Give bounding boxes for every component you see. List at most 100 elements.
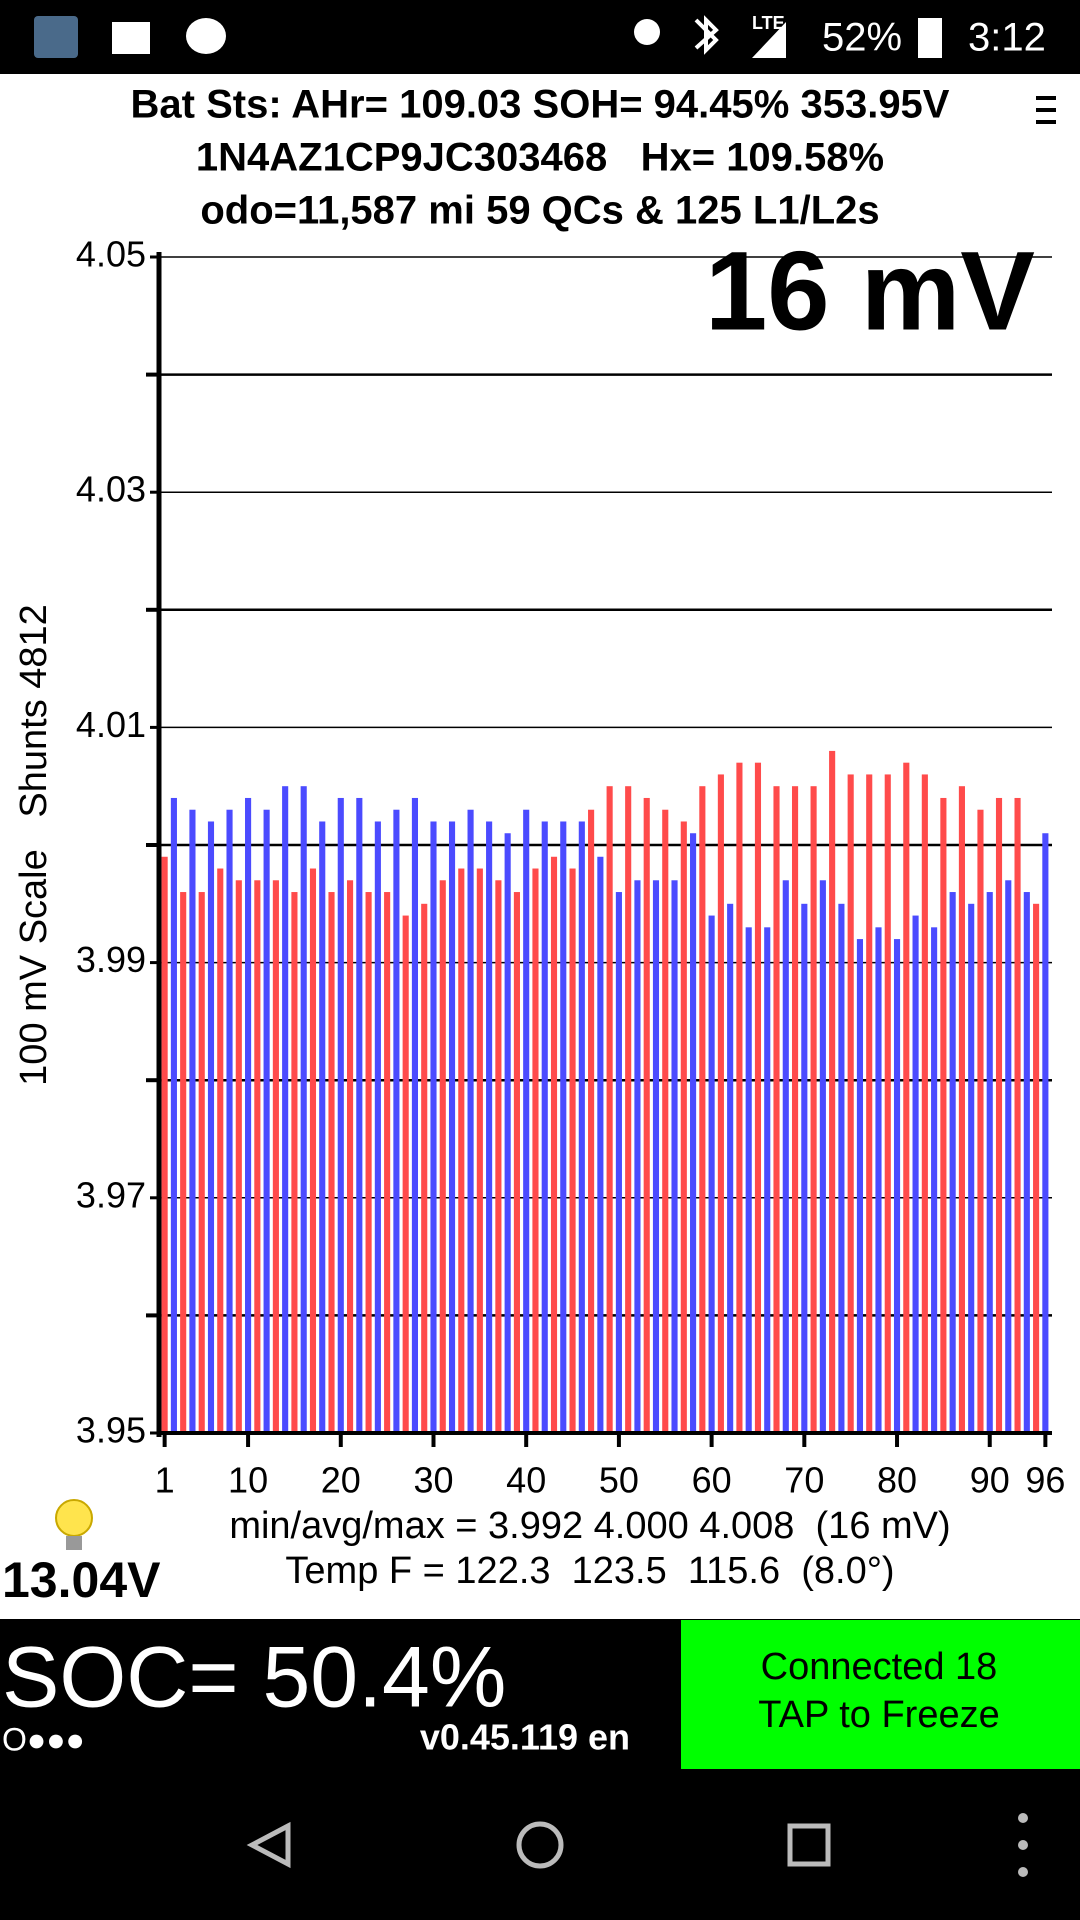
bulb-base: [66, 1536, 82, 1550]
bluetooth-icon: [694, 15, 719, 55]
bar: [337, 797, 344, 1433]
bar: [690, 833, 697, 1433]
bar: [402, 915, 409, 1433]
bar: [754, 762, 762, 1433]
x-tick-label: 1: [155, 1460, 175, 1501]
bar: [801, 903, 808, 1433]
x-tick-label: 90: [970, 1460, 1010, 1501]
bar: [384, 892, 391, 1433]
bar: [272, 880, 279, 1433]
y-tick-label: 4.01: [76, 704, 146, 745]
bar: [903, 762, 910, 1433]
bar: [291, 892, 298, 1433]
bar: [430, 821, 437, 1433]
bar: [309, 868, 317, 1433]
bar: [170, 797, 177, 1433]
x-tick-label: 60: [692, 1460, 732, 1501]
bar: [986, 892, 993, 1433]
bar: [504, 833, 511, 1433]
bar: [393, 809, 400, 1433]
plot: 3.95 3.97 3.99 4.01 4.03 4.05 1 10 20 30 40 50 60 70 8…: [76, 234, 1065, 1501]
soc: SOC= 50.4%: [2, 1630, 506, 1726]
nav-recents[interactable]: [787, 1823, 831, 1867]
bar: [421, 903, 428, 1433]
bar: [198, 892, 205, 1433]
bulb-icon: [55, 1499, 93, 1550]
y-tick-label: 4.05: [76, 234, 146, 275]
nav-dot: [1018, 1867, 1028, 1877]
y-tick-label: 4.03: [76, 469, 146, 510]
button-text: TAP to Freeze: [758, 1694, 999, 1736]
bar: [764, 927, 771, 1433]
bar: [282, 786, 289, 1433]
bar: [856, 939, 864, 1433]
bar: [671, 880, 678, 1433]
bar: [791, 786, 799, 1433]
menu-button[interactable]: [1036, 96, 1056, 124]
chart-title: 16 mV: [705, 229, 1035, 354]
bar: [662, 809, 669, 1433]
notification-icon: [186, 18, 226, 54]
bar: [217, 868, 224, 1433]
bar: [819, 880, 826, 1433]
signal-icon: [752, 22, 786, 58]
battery-icon: [918, 18, 942, 58]
bar: [1042, 833, 1049, 1433]
bar: [940, 797, 947, 1433]
status-bar: [0, 0, 1080, 74]
bar: [439, 880, 446, 1433]
bar: [866, 774, 873, 1433]
bar: [569, 868, 576, 1433]
button-bg: [681, 1620, 1080, 1769]
nav-back[interactable]: [246, 1821, 291, 1869]
y-tick-label: 3.99: [76, 939, 146, 980]
nav-menu[interactable]: [1018, 1813, 1028, 1877]
bar: [467, 809, 474, 1433]
freeze-button[interactable]: Connected 18 TAP to Freeze: [681, 1620, 1080, 1769]
bar: [968, 903, 975, 1433]
bar: [615, 892, 622, 1433]
y-axis-label: 100 mV Scale Shunts 4812: [13, 604, 55, 1086]
bar: [226, 809, 233, 1433]
bar: [652, 880, 660, 1433]
header-line: odo=11,587 mi 59 QCs & 125 L1/L2s: [200, 189, 879, 233]
nav-dot: [1018, 1813, 1028, 1823]
bar: [773, 786, 780, 1433]
bar: [634, 880, 641, 1433]
bar: [921, 774, 928, 1433]
bar: [245, 797, 252, 1433]
network-label: LTE: [752, 13, 785, 33]
bar: [300, 786, 307, 1433]
button-text: Connected 18: [761, 1646, 998, 1688]
bar: [235, 880, 242, 1433]
bar: [977, 809, 984, 1433]
x-tick-label: 96: [1025, 1460, 1065, 1501]
bar: [578, 821, 585, 1433]
bar: [680, 821, 687, 1433]
bar: [448, 821, 456, 1433]
app-icon: [34, 16, 78, 58]
bar: [458, 868, 465, 1433]
bar: [588, 809, 595, 1433]
bar: [782, 880, 789, 1433]
bar: [727, 903, 734, 1433]
bar: [745, 927, 752, 1433]
bar: [597, 856, 604, 1433]
bar: [346, 880, 354, 1433]
nav-dot: [1018, 1840, 1028, 1850]
bar: [931, 927, 938, 1433]
status-dots: O●●●: [2, 1721, 85, 1757]
bar: [486, 821, 493, 1433]
bar: [207, 821, 215, 1433]
location-icon: [634, 19, 660, 45]
bar: [1014, 797, 1021, 1433]
menu-bar: [1036, 96, 1056, 100]
y-tick-label: 3.97: [76, 1174, 146, 1215]
bar: [995, 797, 1003, 1433]
nav-home[interactable]: [516, 1821, 564, 1869]
bar: [708, 915, 715, 1433]
bar: [1023, 892, 1030, 1433]
bar: [949, 892, 956, 1433]
